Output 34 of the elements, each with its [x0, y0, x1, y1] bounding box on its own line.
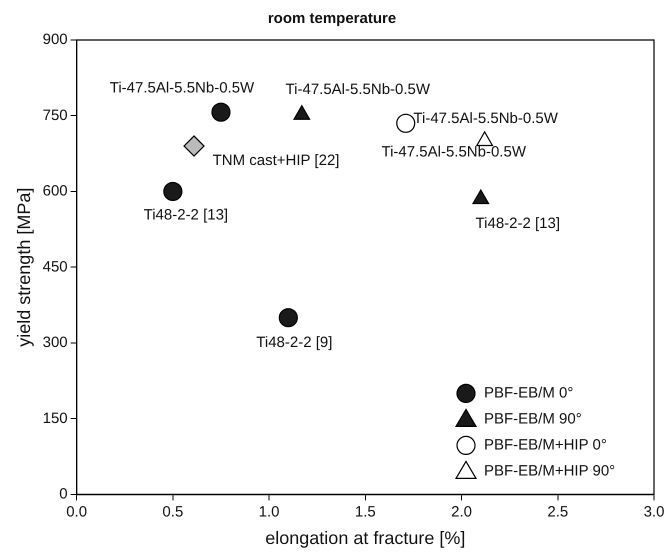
- y-tick-label: 300: [42, 334, 68, 352]
- chart-title: room temperature: [268, 10, 396, 28]
- y-tick-label: 150: [42, 410, 68, 427]
- x-tick-label: 1.0: [258, 504, 280, 521]
- point: [183, 135, 205, 157]
- point: [163, 182, 182, 202]
- y-tick-label: 900: [42, 31, 68, 48]
- x-tick-label: 0.5: [162, 504, 184, 521]
- annotation: Ti-47.5Al-5.5Nb-0.5W: [286, 80, 431, 98]
- annotation: Ti-47.5Al-5.5Nb-0.5W: [381, 143, 527, 160]
- point: [211, 102, 231, 122]
- point: [396, 114, 416, 133]
- y-axis-title: yield strength [MPa]: [14, 188, 34, 347]
- y-tick-label: 450: [42, 258, 68, 276]
- y-tick-label: 750: [42, 106, 68, 124]
- x-tick-label: 2.5: [547, 504, 568, 521]
- legend-label: PBF-EB/M 0°: [484, 384, 574, 402]
- x-tick-label: 2.0: [451, 504, 472, 521]
- legend-label: PBF-EB/M+HIP 0°: [484, 436, 607, 454]
- annotation: Ti48-2-2 [9]: [256, 334, 332, 351]
- annotation: Ti48-2-2 [13]: [476, 215, 560, 232]
- x-tick-label: 1.5: [354, 504, 376, 521]
- annotation: TNM cast+HIP [22]: [212, 152, 340, 170]
- x-tick-label: 0.0: [66, 504, 88, 521]
- legend-label: PBF-EB/M+HIP 90°: [484, 462, 616, 480]
- y-tick-label: 600: [42, 182, 68, 200]
- point: [278, 308, 298, 328]
- x-axis-title: elongation at fracture [%]: [265, 528, 466, 548]
- annotation: Ti-47.5Al-5.5Nb-0.5W: [413, 110, 559, 128]
- annotation: Ti48-2-2 [13]: [144, 206, 228, 224]
- legend-label: PBF-EB/M 90°: [484, 410, 582, 428]
- annotation: Ti-47.5Al-5.5Nb-0.5W: [110, 79, 256, 96]
- y-tick-label: 0: [59, 486, 68, 503]
- x-tick-label: 3.0: [644, 504, 664, 521]
